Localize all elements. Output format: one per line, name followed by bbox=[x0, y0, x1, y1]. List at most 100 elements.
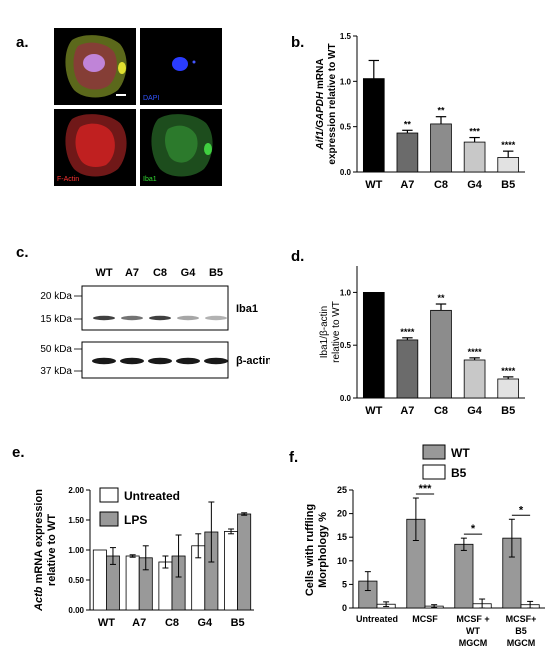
d-bar bbox=[430, 309, 452, 399]
lane-label: B5 bbox=[209, 267, 223, 279]
b-ylabel-line-2: expression relative to WT bbox=[327, 43, 338, 164]
d-ylabel-line-1: Iba1/β-actin bbox=[319, 306, 330, 358]
e-category-label: A7 bbox=[132, 617, 146, 629]
chart-e: 0.00 0.50 1.00 1.50 2.00 WT A7 C8 G4 B5 Untreated L… bbox=[33, 486, 254, 629]
e-bar-untreated bbox=[125, 555, 140, 611]
iba1-caption: Iba1 bbox=[143, 176, 157, 183]
e-ylabel-group: Actb mRNA expression relative to WT bbox=[33, 489, 58, 612]
lane-label: WT bbox=[95, 267, 112, 279]
b-significance: **** bbox=[501, 140, 516, 150]
f-ylabel-line-2: Morphology % bbox=[317, 512, 329, 588]
f-legend-swatch bbox=[422, 464, 446, 480]
marker-15kda: 15 kDa bbox=[40, 314, 72, 325]
b-ylabel-group: Aif1/GAPDH mRNA expression relative to WT bbox=[315, 43, 338, 164]
e-ytick-label: 1.00 bbox=[68, 546, 84, 555]
d-category-label: A7 bbox=[400, 405, 414, 417]
panel-f-label: f. bbox=[289, 449, 299, 466]
lane-label: C8 bbox=[153, 267, 167, 279]
e-ylabel-line-2: relative to WT bbox=[46, 514, 58, 586]
e-bar-lps bbox=[237, 513, 252, 611]
d-bar bbox=[396, 339, 419, 399]
e-ytick-label: 0.50 bbox=[68, 576, 84, 585]
panel-e-label: e. bbox=[12, 444, 25, 461]
band-iba1 bbox=[205, 315, 227, 321]
chart-f: 0 5 10 15 20 25 Untreated *** MCSF * MCSF + WT MGCM *… bbox=[304, 444, 545, 648]
b-significance: ** bbox=[437, 106, 445, 116]
f-bar-wt bbox=[454, 543, 474, 609]
panel-a-label: a. bbox=[16, 34, 29, 51]
f-ylabel-line-1: Cells with ruffling bbox=[304, 504, 316, 596]
e-category-label: B5 bbox=[231, 617, 245, 629]
b-bar bbox=[362, 78, 385, 173]
marker-50kda: 50 kDa bbox=[40, 344, 72, 355]
band-actin bbox=[176, 357, 200, 365]
blot-actin-label: β-actin bbox=[236, 355, 270, 367]
d-bar bbox=[362, 292, 385, 399]
e-ytick-label: 2.00 bbox=[68, 486, 84, 495]
band-actin bbox=[204, 357, 228, 365]
b-ytick-label: 0.5 bbox=[340, 123, 352, 132]
f-category-label: MCSF + bbox=[456, 614, 489, 624]
d-significance: **** bbox=[501, 366, 516, 376]
panel-c: c. WT A7 C8 G4 B5 20 kDa 15 kDa Iba1 50 kDa … bbox=[10, 238, 272, 388]
f-category-label: MGCM bbox=[507, 638, 536, 648]
b-bar bbox=[497, 157, 520, 173]
f-category-label: MCSF+ bbox=[506, 614, 537, 624]
f-legend-label: WT bbox=[451, 446, 470, 460]
blot-iba1-label: Iba1 bbox=[236, 303, 258, 315]
b-category-label: B5 bbox=[501, 179, 515, 191]
e-legend-label: Untreated bbox=[124, 489, 180, 503]
marker-20kda: 20 kDa bbox=[40, 291, 72, 302]
b-bar bbox=[396, 132, 419, 173]
d-ytick-label: 0.0 bbox=[340, 394, 352, 403]
d-ytick-label: 0.5 bbox=[340, 341, 352, 350]
dapi-caption: DAPI bbox=[143, 95, 160, 102]
marker-37kda: 37 kDa bbox=[40, 366, 72, 377]
e-ylabel-rest: mRNA expression bbox=[33, 489, 45, 587]
western-blot: WT A7 C8 G4 B5 20 kDa 15 kDa Iba1 50 kDa 37 … bbox=[40, 267, 272, 379]
factin-caption: F-Actin bbox=[57, 176, 80, 183]
band-iba1 bbox=[121, 315, 143, 321]
blot-iba1-frame bbox=[81, 285, 229, 331]
f-significance: * bbox=[519, 504, 524, 516]
f-category-label: WT bbox=[466, 626, 480, 636]
band-iba1 bbox=[177, 315, 199, 321]
band-actin bbox=[92, 357, 116, 365]
b-bar bbox=[430, 123, 452, 173]
micrograph-iba1: Iba1 bbox=[140, 109, 222, 186]
d-ylabel-line-2: relative to WT bbox=[331, 301, 342, 363]
band-actin bbox=[148, 357, 172, 365]
d-significance: **** bbox=[400, 327, 415, 337]
d-significance: **** bbox=[468, 347, 483, 357]
e-ytick-label: 0.00 bbox=[68, 606, 84, 615]
b-significance: *** bbox=[469, 127, 480, 137]
f-category-label: Untreated bbox=[356, 614, 398, 624]
e-legend-swatch bbox=[99, 511, 119, 527]
d-bar bbox=[463, 359, 486, 399]
band-actin bbox=[120, 357, 144, 365]
b-ytick-label: 1.5 bbox=[340, 32, 352, 41]
chart-d: 0.0 0.5 1.0 WT **** A7 ** C8 **** G4 **** B5 Iba1/β-… bbox=[319, 266, 525, 417]
b-ytick-label: 0.0 bbox=[340, 168, 352, 177]
panel-b: b. 0.0 0.5 1.0 1.5 WT ** A7 ** C8 *** G4 **** B5 Aif1… bbox=[275, 22, 555, 197]
f-category-label: MCSF bbox=[412, 614, 438, 624]
scale-bar bbox=[116, 94, 126, 96]
b-category-label: WT bbox=[365, 179, 382, 191]
e-ytick-label: 1.50 bbox=[68, 516, 84, 525]
panel-d: d. 0.0 0.5 1.0 WT **** A7 ** C8 **** G4 **** B5 Iba1… bbox=[275, 248, 555, 428]
micrograph-merge bbox=[54, 28, 136, 105]
e-legend-label: LPS bbox=[124, 513, 147, 527]
band-iba1 bbox=[149, 315, 171, 321]
d-category-label: G4 bbox=[467, 405, 483, 417]
d-ytick-label: 1.0 bbox=[340, 288, 352, 297]
e-ylabel-line-1: Actb mRNA expression bbox=[33, 489, 45, 612]
d-ylabel-group: Iba1/β-actin relative to WT bbox=[319, 301, 342, 363]
d-significance: ** bbox=[437, 293, 445, 303]
panel-a: a. DAPI F-Actin bbox=[10, 28, 240, 208]
e-category-label: C8 bbox=[165, 617, 179, 629]
b-ylabel-line-1: Aif1/GAPDH mRNA bbox=[315, 58, 326, 150]
d-bar bbox=[497, 378, 520, 399]
panel-e: e. 0.00 0.50 1.00 1.50 2.00 WT A7 C8 G4 B5 Untreat… bbox=[0, 440, 275, 640]
f-legend-swatch bbox=[422, 444, 446, 460]
b-significance: ** bbox=[404, 119, 412, 129]
